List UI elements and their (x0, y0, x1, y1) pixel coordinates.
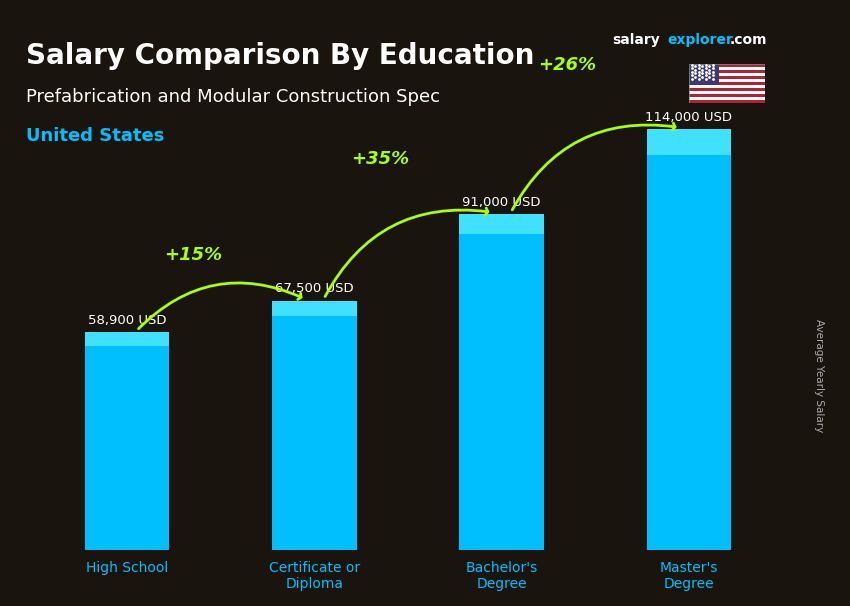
Bar (688, 67, 765, 70)
Bar (688, 73, 765, 76)
Text: Average Yearly Salary: Average Yearly Salary (814, 319, 824, 432)
Bar (688, 82, 765, 85)
Text: United States: United States (26, 127, 164, 145)
Bar (688, 64, 765, 67)
Bar (688, 88, 765, 91)
Bar (460, 214, 544, 235)
Text: +26%: +26% (538, 56, 596, 74)
Text: .com: .com (729, 33, 767, 47)
Bar (688, 94, 765, 97)
Bar (85, 333, 169, 345)
Bar (85, 333, 169, 550)
Text: 58,900 USD: 58,900 USD (88, 314, 167, 327)
Bar (460, 214, 544, 550)
Text: explorer: explorer (667, 33, 733, 47)
Bar (272, 301, 356, 550)
Bar (688, 64, 719, 85)
Text: 67,500 USD: 67,500 USD (275, 282, 354, 295)
Bar (647, 129, 731, 155)
Bar (688, 70, 765, 73)
Text: salary: salary (612, 33, 660, 47)
Bar (647, 129, 731, 550)
Bar (688, 79, 765, 82)
Text: Prefabrication and Modular Construction Spec: Prefabrication and Modular Construction … (26, 88, 439, 106)
Bar (272, 301, 356, 316)
Text: +15%: +15% (164, 246, 222, 264)
Text: +35%: +35% (351, 150, 409, 168)
Bar (688, 97, 765, 100)
Bar (688, 91, 765, 94)
Text: 114,000 USD: 114,000 USD (645, 111, 732, 124)
Bar (688, 85, 765, 88)
Bar (688, 76, 765, 79)
Text: Salary Comparison By Education: Salary Comparison By Education (26, 42, 534, 70)
Bar (688, 100, 765, 103)
Text: 91,000 USD: 91,000 USD (462, 196, 541, 208)
